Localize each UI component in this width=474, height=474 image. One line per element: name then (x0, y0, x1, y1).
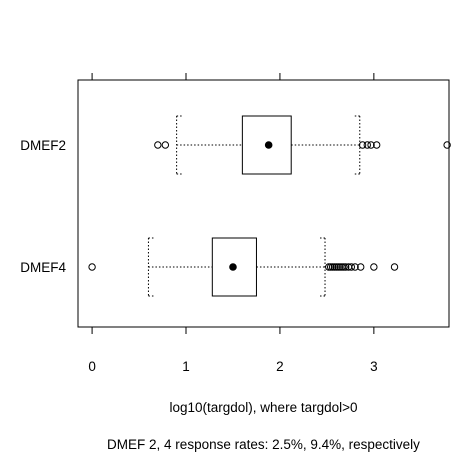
median-dot (264, 141, 273, 149)
outlier-point (357, 263, 365, 271)
category-labels: DMEF2 DMEF4 (20, 138, 66, 275)
outlier-point (330, 263, 339, 271)
category-label-dmef2: DMEF2 (20, 138, 66, 153)
interquartile-box (241, 115, 292, 175)
box-dmef2 (154, 115, 451, 175)
outlier-point (88, 263, 96, 271)
outlier-point (325, 263, 333, 271)
outlier-point (336, 263, 344, 271)
outlier-point (326, 263, 335, 271)
outlier-point (367, 141, 375, 149)
outlier-point (328, 263, 337, 271)
outlier-point (334, 263, 342, 271)
outlier-point (347, 263, 356, 271)
x-axis-label: log10(targdol), where targdol>0 (170, 400, 358, 415)
outlier-point (443, 141, 451, 149)
outlier-point (161, 141, 170, 149)
x-tick-label: 2 (276, 359, 284, 374)
median-dot (229, 263, 237, 271)
top-axis-ticks (91, 73, 375, 80)
outlier-point (340, 263, 348, 271)
category-label-dmef4: DMEF4 (20, 260, 66, 275)
plot-frame (77, 79, 450, 328)
chart-caption: DMEF 2, 4 response rates: 2.5%, 9.4%, re… (107, 437, 420, 452)
outlier-point (351, 263, 359, 271)
outlier-point (370, 263, 378, 271)
box-dmef4 (88, 237, 399, 297)
outlier-point (154, 141, 162, 149)
outlier-point (358, 141, 367, 149)
outlier-point (363, 141, 371, 149)
x-tick-label: 3 (370, 359, 378, 374)
x-tick-label: 0 (88, 359, 96, 374)
x-tick-label: 1 (182, 359, 190, 374)
outlier-point (332, 263, 340, 271)
interquartile-box (211, 237, 257, 297)
bottom-axis-ticks: 0 1 2 3 (88, 327, 378, 374)
box-series (88, 115, 451, 297)
outlier-point (372, 141, 381, 149)
outlier-point (390, 263, 399, 271)
outlier-point (341, 263, 350, 271)
